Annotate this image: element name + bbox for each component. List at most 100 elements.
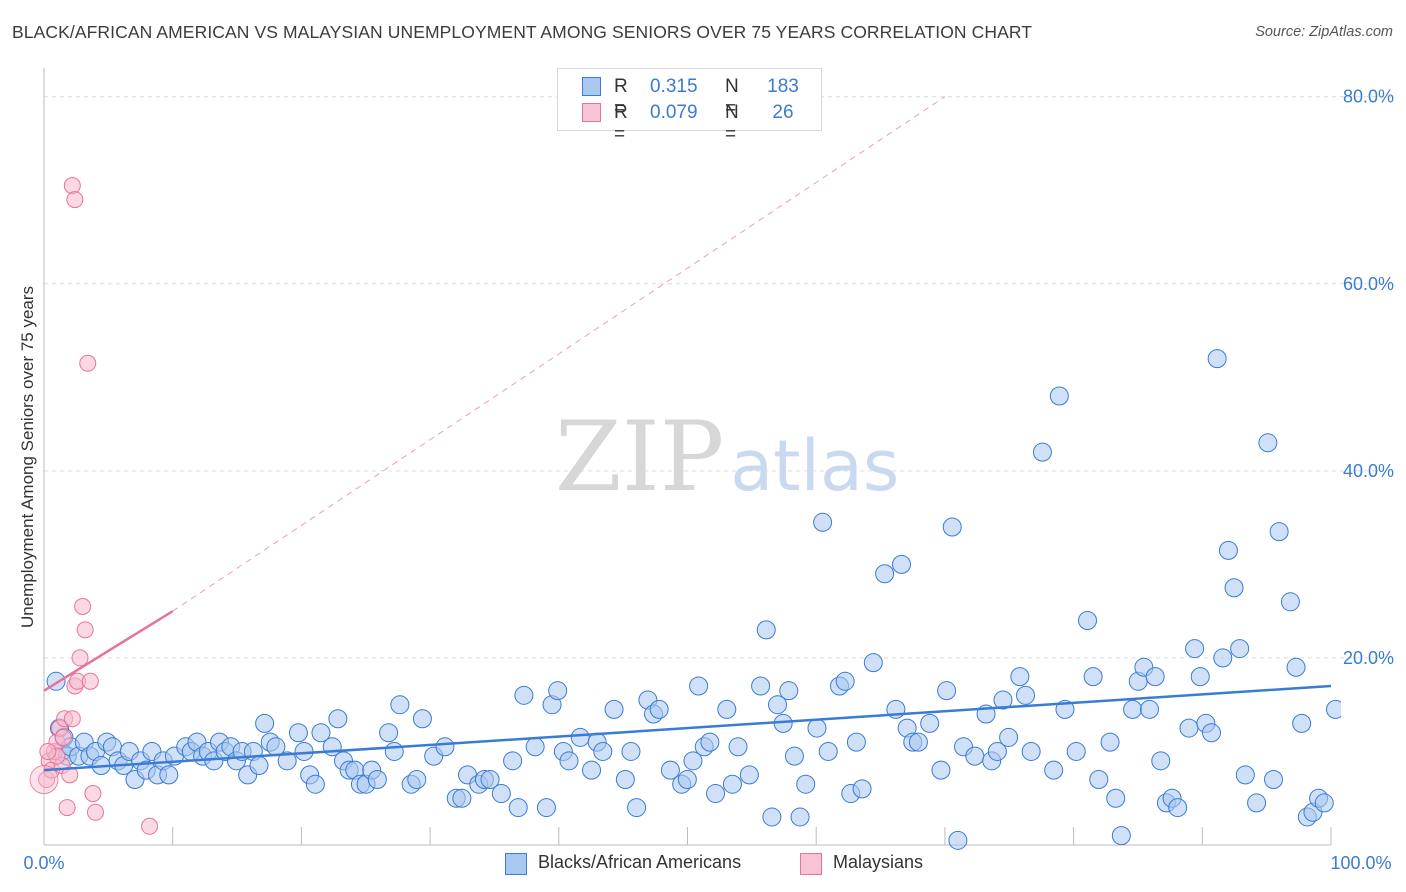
point-blacks: [706, 784, 726, 804]
point-blacks: [965, 746, 985, 766]
point-blacks: [762, 807, 782, 827]
point-blacks: [1235, 765, 1255, 785]
point-blacks: [1292, 713, 1312, 733]
point-blacks: [1032, 442, 1052, 462]
point-malaysians: [79, 354, 97, 372]
point-blacks: [390, 695, 410, 715]
point-blacks: [1083, 667, 1103, 687]
point-blacks: [796, 774, 816, 794]
point-blacks: [818, 741, 838, 761]
point-blacks: [407, 770, 427, 790]
legend-r-label: R =: [614, 76, 628, 119]
x-tick-label: 100.0%: [1330, 853, 1391, 873]
point-blacks: [384, 741, 404, 761]
point-blacks: [1326, 699, 1341, 719]
point-blacks: [717, 699, 737, 719]
point-blacks: [1106, 788, 1126, 808]
point-malaysians: [58, 799, 76, 817]
point-blacks: [593, 741, 613, 761]
legend-n-label: N =: [725, 76, 739, 119]
point-blacks: [649, 699, 669, 719]
point-blacks: [1078, 611, 1098, 631]
point-blacks: [621, 741, 641, 761]
point-malaysians: [74, 597, 92, 615]
y-tick-label: 20.0%: [1343, 648, 1394, 668]
point-blacks: [999, 727, 1019, 747]
point-malaysians: [141, 817, 159, 835]
point-blacks: [1049, 386, 1069, 406]
correlation-legend: R = 0.315 N = 183 R = 0.079 N = 26: [557, 68, 822, 145]
point-blacks: [480, 770, 500, 790]
legend-swatch-blacks: [505, 853, 527, 875]
point-malaysians: [66, 191, 84, 209]
point-blacks: [570, 727, 590, 747]
point-blacks: [807, 718, 827, 738]
point-blacks: [288, 723, 308, 743]
point-blacks: [942, 517, 962, 537]
point-blacks: [1145, 667, 1165, 687]
point-blacks: [255, 713, 275, 733]
point-blacks: [920, 713, 940, 733]
point-blacks: [525, 737, 545, 757]
point-blacks: [931, 760, 951, 780]
point-blacks: [779, 681, 799, 701]
point-blacks: [1010, 667, 1030, 687]
chart-title: BLACK/AFRICAN AMERICAN VS MALAYSIAN UNEM…: [12, 22, 1033, 42]
y-tick-label: 60.0%: [1343, 274, 1394, 294]
point-blacks: [739, 765, 759, 785]
point-blacks: [1066, 741, 1086, 761]
point-blacks: [1280, 592, 1300, 612]
point-blacks: [559, 751, 579, 771]
point-blacks: [294, 741, 314, 761]
legend-r-value-malaysians: 0.079: [650, 102, 698, 123]
point-blacks: [813, 512, 833, 532]
point-blacks: [1286, 657, 1306, 677]
legend-r-label: R =: [614, 102, 628, 145]
point-blacks: [908, 732, 928, 752]
point-blacks: [892, 554, 912, 574]
y-tick-label: 40.0%: [1343, 461, 1394, 481]
point-blacks: [305, 774, 325, 794]
point-blacks: [1044, 760, 1064, 780]
point-blacks: [790, 807, 810, 827]
point-blacks: [1123, 699, 1143, 719]
point-blacks: [1100, 732, 1120, 752]
point-blacks: [677, 770, 697, 790]
point-blacks: [503, 751, 523, 771]
point-blacks: [1016, 685, 1036, 705]
point-blacks: [728, 737, 748, 757]
legend-swatch-blacks: [582, 77, 601, 96]
point-blacks: [660, 760, 680, 780]
point-blacks: [582, 760, 602, 780]
point-blacks: [159, 765, 179, 785]
point-blacks: [249, 755, 269, 775]
point-blacks: [491, 784, 511, 804]
point-blacks: [1111, 826, 1131, 846]
point-blacks: [1202, 723, 1222, 743]
point-blacks: [412, 709, 432, 729]
legend-label-blacks: Blacks/African Americans: [538, 852, 742, 872]
point-blacks: [277, 751, 297, 771]
point-blacks: [1021, 741, 1041, 761]
point-blacks: [328, 709, 348, 729]
point-malaysians: [54, 728, 72, 746]
point-blacks: [604, 699, 624, 719]
point-blacks: [683, 751, 703, 771]
point-blacks: [700, 732, 720, 752]
point-blacks: [1190, 667, 1210, 687]
point-blacks: [1168, 798, 1188, 818]
point-blacks: [875, 564, 895, 584]
point-malaysians: [29, 765, 59, 794]
point-blacks: [1218, 540, 1238, 560]
point-malaysians: [61, 766, 79, 784]
point-malaysians: [63, 710, 81, 728]
point-blacks: [1258, 433, 1278, 453]
watermark: ZIPatlas: [555, 401, 899, 513]
legend-label-malaysians: Malaysians: [833, 852, 924, 872]
point-blacks: [937, 681, 957, 701]
point-blacks: [722, 774, 742, 794]
point-blacks: [1207, 349, 1227, 369]
point-blacks: [1247, 793, 1267, 813]
trend-extension-malaysians: [172, 96, 946, 612]
